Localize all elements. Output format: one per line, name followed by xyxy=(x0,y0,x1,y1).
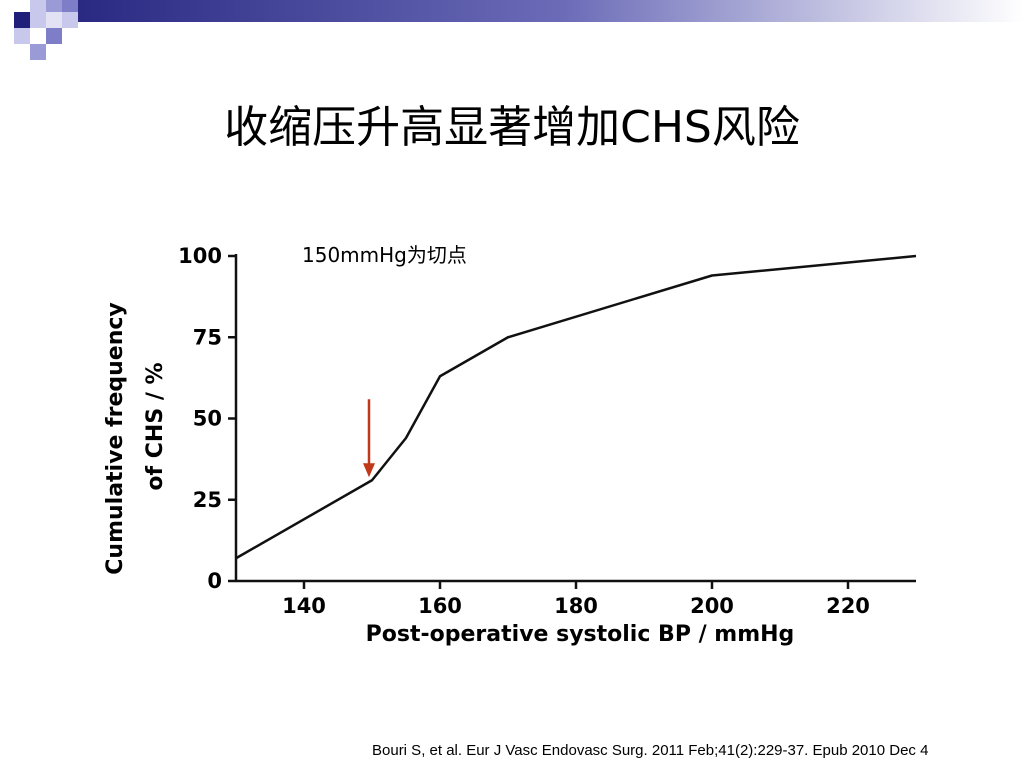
y-tick-label: 0 xyxy=(207,569,222,593)
cutoff-annotation: 150mmHg为切点 xyxy=(302,243,467,267)
x-tick-label: 180 xyxy=(554,594,598,618)
line-chart: 0 25 50 75 100 140 160 180 200 220 Post-operative … xyxy=(103,243,917,647)
cutoff-arrow-head xyxy=(363,463,375,478)
x-tick-label: 140 xyxy=(282,594,326,618)
y-tick-label: 75 xyxy=(193,325,222,349)
slide-title: 收缩压升高显著增加CHS风险 xyxy=(224,102,800,153)
citation: Bouri S, et al. Eur J Vasc Endovasc Surg… xyxy=(372,742,929,759)
y-tick-label: 50 xyxy=(193,407,222,431)
series-line xyxy=(235,254,917,560)
y-tick-label: 25 xyxy=(193,488,222,512)
y-axis-title-line-2: of CHS / % xyxy=(143,362,168,490)
x-axis-title: Post-operative systolic BP / mmHg xyxy=(366,622,795,647)
y-axis-title-line-1: Cumulative frequency xyxy=(103,302,128,574)
slide-decoration xyxy=(0,0,1024,62)
x-tick-label: 220 xyxy=(826,594,870,618)
x-tick-label: 200 xyxy=(690,594,734,618)
y-tick-label: 100 xyxy=(178,244,222,268)
x-tick-label: 160 xyxy=(418,594,462,618)
